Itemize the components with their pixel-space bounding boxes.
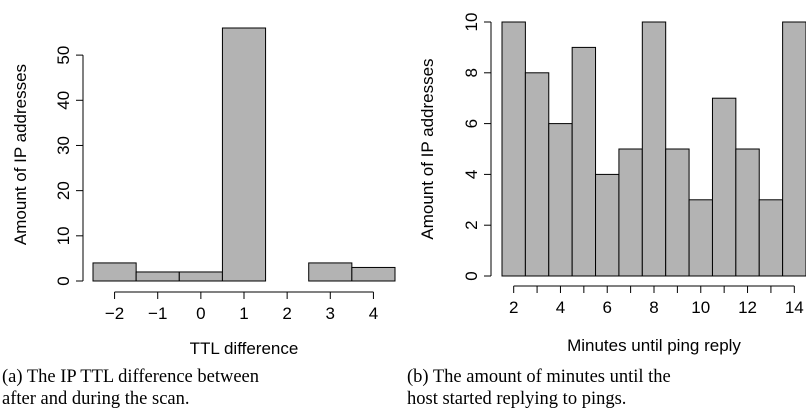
y-tick-label: 50 [54,46,73,65]
x-tick-label: −1 [148,304,167,323]
bar [178,271,223,282]
y-tick-label: 30 [54,136,73,155]
caption-b-line2: host started replying to pings. [407,389,627,409]
caption-a-line1: (a) The IP TTL difference between [2,367,259,387]
x-tick-label: 8 [649,298,658,317]
bar [135,271,180,282]
bar [641,21,667,277]
bar [351,266,396,282]
y-tick-label: 10 [462,13,481,32]
bar [571,46,597,277]
y-tick-label: 0 [462,271,481,280]
bar [548,123,573,277]
figure-b: 2 4 6 8 10 12 14 0 2 4 6 8 10 Minutes until ping repl… [403,0,806,419]
y-tick-label: 6 [462,119,481,128]
x-axis-title: TTL difference [190,339,299,358]
caption-b: (b) The amount of minutes until the host… [407,366,806,410]
y-tick-label: 4 [462,170,481,179]
bar [758,199,784,277]
caption-a: (a) The IP TTL difference between after … [2,366,402,410]
bar [92,262,137,282]
y-axis-title: Amount of IP addresses [11,64,30,245]
x-tick-label: 6 [602,298,611,317]
ping-minutes-histogram: 2 4 6 8 10 12 14 0 2 4 6 8 10 Minutes until ping repl… [418,13,806,355]
x-tick-label: 0 [196,304,205,323]
bar [524,72,550,277]
bar [711,97,737,277]
bar [782,21,806,277]
bar [618,148,643,277]
y-tick-label: 10 [54,226,73,245]
y-axis-title: Amount of IP addresses [418,58,437,239]
y-tick-label: 0 [54,276,73,285]
x-axis-title: Minutes until ping reply [567,336,741,355]
bar [735,148,760,277]
y-tick-label: 2 [462,220,481,229]
x-tick-label: 4 [369,304,378,323]
bar [308,262,353,282]
bar [595,173,620,277]
caption-a-line2: after and during the scan. [2,389,190,409]
y-tick-label: 8 [462,68,481,77]
bar [688,199,713,277]
x-tick-label: 10 [691,298,710,317]
x-tick-label: 12 [738,298,757,317]
bar [221,27,267,282]
caption-b-line1: (b) The amount of minutes until the [407,367,671,387]
figure-a: −2 −1 0 1 2 3 4 0 10 20 30 40 50 TTL difference Amount… [2,27,402,410]
x-tick-label: 3 [326,304,335,323]
bar [501,21,526,277]
y-tick-label: 20 [54,181,73,200]
x-tick-label: 4 [556,298,565,317]
x-tick-label: 2 [509,298,518,317]
x-tick-label: 1 [239,304,248,323]
x-tick-label: −2 [105,304,124,323]
bar [665,148,690,277]
y-tick-label: 40 [54,91,73,110]
x-tick-label: 2 [282,304,291,323]
x-tick-label: 14 [785,298,804,317]
